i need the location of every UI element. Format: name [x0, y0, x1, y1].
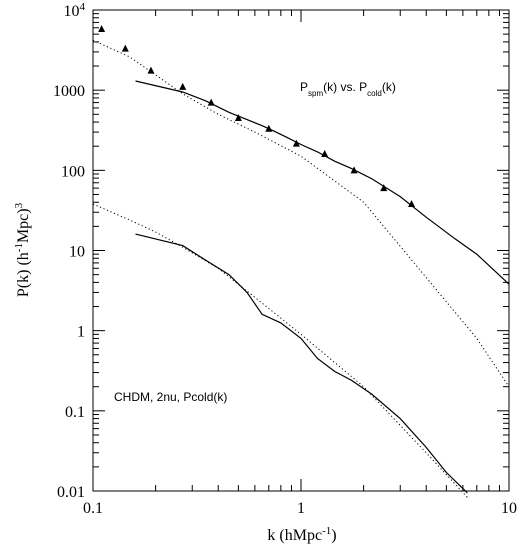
data-point-marker	[234, 113, 242, 121]
series-line-dotted	[92, 39, 510, 387]
annotation-chdm: CHDM, 2nu, Pcold(k)	[114, 390, 227, 404]
data-point-marker	[265, 124, 273, 132]
y-tick-label: 104	[64, 1, 86, 20]
data-point-marker	[380, 184, 388, 192]
data-point-marker	[408, 200, 416, 208]
axis-ticks	[92, 10, 509, 492]
data-point-marker	[321, 149, 329, 157]
data-point-marker	[147, 66, 155, 74]
data-point-marker	[121, 44, 129, 52]
data-point-marker	[98, 24, 106, 32]
series-line-dotted	[92, 203, 470, 500]
x-tick-label: 1	[297, 500, 305, 517]
data-point-marker	[179, 82, 187, 90]
y-tick-label: 1000	[53, 83, 85, 100]
y-tick-label: 0.1	[65, 404, 85, 421]
x-tick-label: 0.1	[83, 500, 103, 517]
data-series	[92, 39, 510, 500]
data-point-marker	[350, 166, 358, 174]
data-point-marker	[207, 98, 215, 106]
data-point-marker	[292, 139, 300, 147]
y-tick-label: 1	[77, 324, 85, 341]
series-line-solid	[135, 80, 510, 285]
y-tick-label: 0.01	[57, 484, 85, 501]
y-tick-label: 100	[61, 163, 85, 180]
y-axis-label: P(k) (h-1Mpc)3	[13, 202, 32, 297]
series-line-solid	[135, 233, 468, 494]
x-tick-label: 10	[501, 500, 517, 517]
x-axis-label: k (hMpc-1)	[267, 525, 336, 544]
annotation-pspm-vs-pcold: Pspm(k) vs. Pcold(k)	[300, 80, 396, 98]
y-tick-label: 10	[69, 244, 85, 261]
data-markers	[98, 24, 416, 208]
